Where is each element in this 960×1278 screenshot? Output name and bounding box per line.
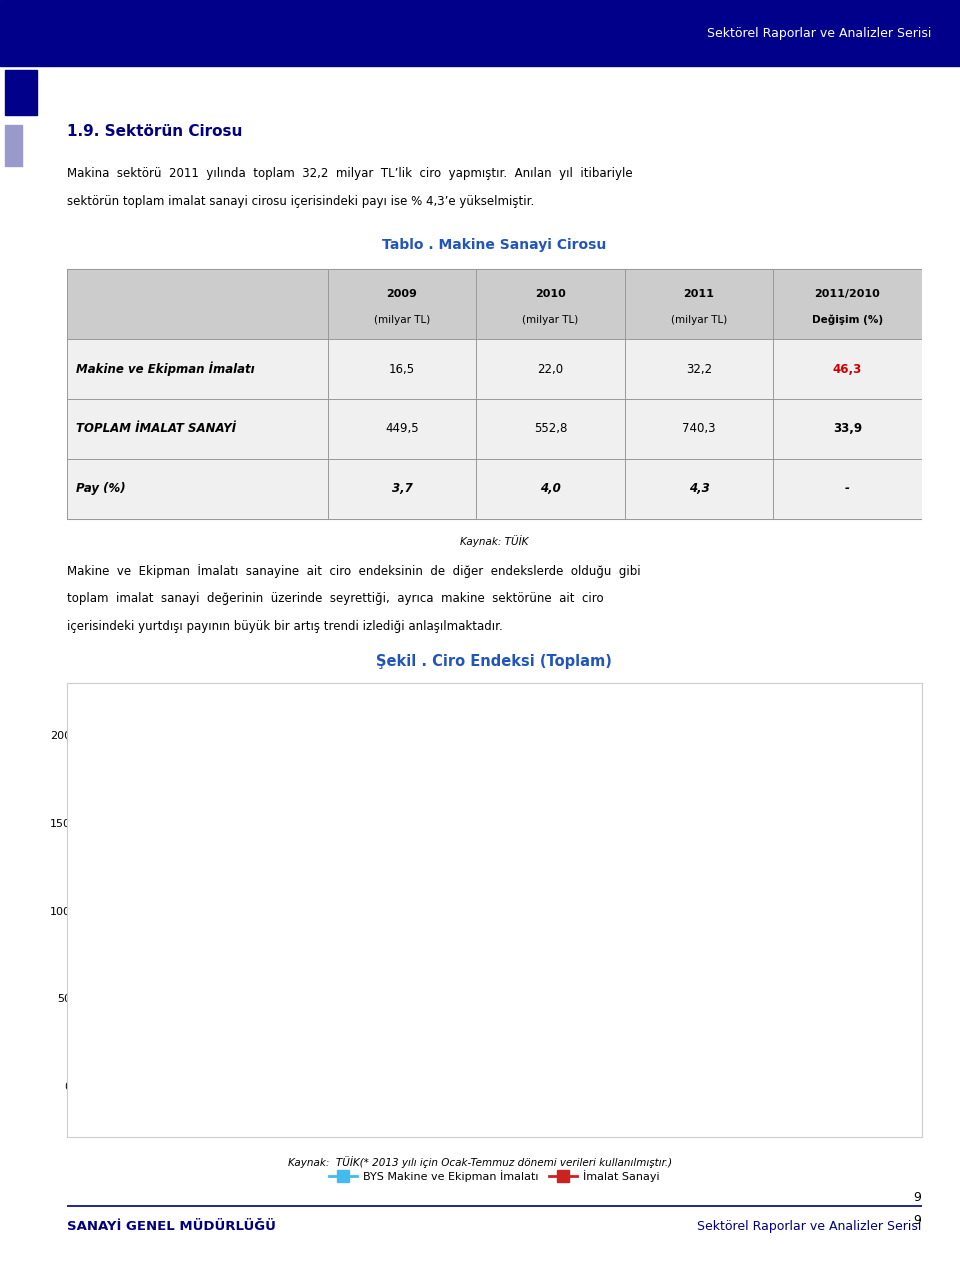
Bar: [67, 339, 922, 399]
Text: 82,9: 82,9: [308, 923, 332, 933]
Text: 63,9: 63,9: [108, 993, 132, 1003]
Text: 155,8: 155,8: [740, 832, 771, 842]
Text: (milyar TL): (milyar TL): [671, 314, 727, 325]
Text: 74,3: 74,3: [217, 938, 241, 947]
Legend: BYS Makine ve Ekipman İmalatı, İmalat Sanayi: BYS Makine ve Ekipman İmalatı, İmalat Sa…: [325, 1166, 663, 1186]
Text: -: -: [845, 482, 850, 495]
Bar: [67, 270, 922, 519]
Text: 16,5: 16,5: [389, 363, 415, 376]
Bar: [67, 399, 922, 459]
Text: 2009: 2009: [387, 289, 418, 299]
Text: 4,3: 4,3: [688, 482, 709, 495]
Text: 2011/2010: 2011/2010: [814, 289, 880, 299]
Bar: [6, 125, 22, 166]
Bar: [6, 70, 36, 115]
Text: 139,7: 139,7: [758, 823, 789, 832]
Text: 46,3: 46,3: [832, 363, 862, 376]
Text: 93,6: 93,6: [398, 904, 422, 914]
Text: Sektörel Raporlar ve Analizler Serisi: Sektörel Raporlar ve Analizler Serisi: [697, 1220, 922, 1233]
Text: 1.9. Sektörün Cirosu: 1.9. Sektörün Cirosu: [67, 124, 243, 138]
Text: 129,7: 129,7: [667, 840, 698, 850]
Text: 100,0: 100,0: [577, 930, 608, 941]
Text: Kaynak: TÜİK: Kaynak: TÜİK: [460, 535, 529, 547]
Text: 147,3: 147,3: [849, 809, 879, 819]
Text: 100,0: 100,0: [581, 892, 612, 902]
Text: 22,0: 22,0: [538, 363, 564, 376]
Text: 9: 9: [914, 1191, 922, 1204]
Text: 74,5: 74,5: [200, 975, 224, 985]
Text: 94,6: 94,6: [380, 939, 404, 950]
Text: 33,9: 33,9: [833, 423, 862, 436]
Text: Makine ve Ekipman İmalatı: Makine ve Ekipman İmalatı: [76, 362, 254, 376]
Text: TOPLAM İMALAT SANAYİ: TOPLAM İMALAT SANAYİ: [76, 423, 236, 436]
Text: sektörün toplam imalat sanayi cirosu içerisindeki payı ise % 4,3’e yükselmiştir.: sektörün toplam imalat sanayi cirosu içe…: [67, 194, 535, 208]
Text: 9: 9: [914, 1214, 922, 1227]
Text: (milyar TL): (milyar TL): [373, 314, 430, 325]
Text: 85,1: 85,1: [490, 919, 514, 928]
Text: 62,0: 62,0: [127, 958, 151, 969]
Text: (milyar TL): (milyar TL): [522, 314, 579, 325]
Text: 552,8: 552,8: [534, 423, 567, 436]
Text: 2010: 2010: [535, 289, 565, 299]
Text: Sektörel Raporlar ve Analizler Serisi: Sektörel Raporlar ve Analizler Serisi: [707, 27, 931, 40]
Text: 140,8: 140,8: [667, 859, 698, 868]
Text: 3,7: 3,7: [392, 482, 413, 495]
Text: Makine  ve  Ekipman  İmalatı  sanayine  ait  ciro  endeksinin  de  diğer  endeks: Makine ve Ekipman İmalatı sanayine ait c…: [67, 564, 641, 578]
Text: 4,0: 4,0: [540, 482, 561, 495]
Text: Kaynak:  TÜİK(* 2013 yılı için Ocak-Temmuz dönemi verileri kullanılmıştır.): Kaynak: TÜİK(* 2013 yılı için Ocak-Temmu…: [288, 1157, 672, 1168]
Text: Makina  sektörü  2011  yılında  toplam  32,2  milyar  TL’lik  ciro  yapmıştır.  : Makina sektörü 2011 yılında toplam 32,2 …: [67, 166, 633, 179]
Text: 82,3: 82,3: [475, 961, 499, 971]
Text: SANAYİ GENEL MÜDÜRLÜĞÜ: SANAYİ GENEL MÜDÜRLÜĞÜ: [67, 1220, 276, 1233]
Bar: [67, 459, 922, 519]
Text: Değişim (%): Değişim (%): [812, 314, 883, 325]
Text: 171,9: 171,9: [849, 804, 879, 814]
Text: 85,2: 85,2: [290, 956, 314, 966]
Text: içerisindeki yurtdışı payının büyük bir artış trendi izlediği anlaşılmaktadır.: içerisindeki yurtdışı payının büyük bir …: [67, 620, 503, 633]
Text: 2011: 2011: [684, 289, 714, 299]
Text: Tablo . Makine Sanayi Cirosu: Tablo . Makine Sanayi Cirosu: [382, 238, 607, 252]
Text: Pay (%): Pay (%): [76, 482, 126, 495]
Text: 32,2: 32,2: [685, 363, 712, 376]
Text: toplam  imalat  sanayi  değerinin  üzerinde  seyrettiği,  ayrıca  makine  sektör: toplam imalat sanayi değerinin üzerinde …: [67, 592, 604, 604]
Text: 740,3: 740,3: [683, 423, 715, 436]
Text: Şekil . Ciro Endeksi (Toplam): Şekil . Ciro Endeksi (Toplam): [376, 654, 612, 668]
Bar: [67, 270, 922, 339]
Text: 449,5: 449,5: [385, 423, 419, 436]
